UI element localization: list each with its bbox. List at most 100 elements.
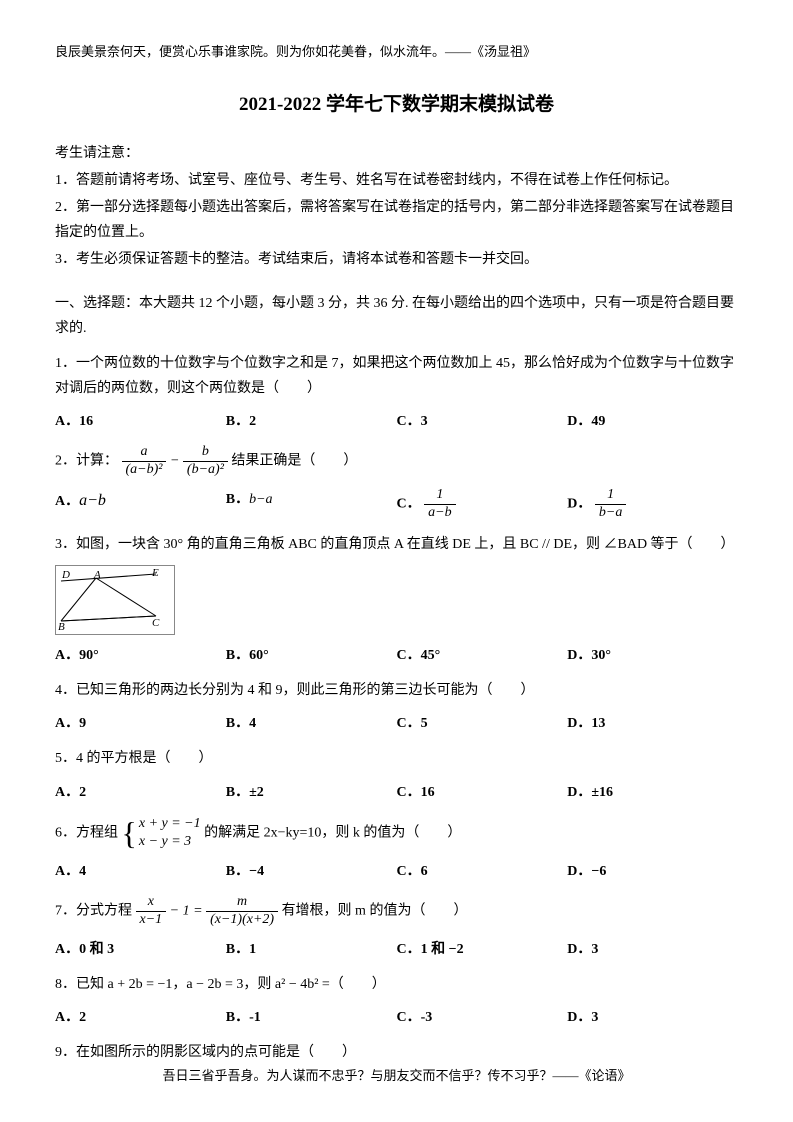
q7-frac1-num: x: [136, 894, 167, 912]
q1-c-label: C．3: [397, 414, 428, 429]
question-6-text: 6．方程组 { x + y = −1 x − y = 3 的解满足 2x−ky=…: [55, 815, 738, 851]
q8-option-d: D．3: [567, 1005, 738, 1030]
q2-d-frac: 1 b−a: [595, 487, 626, 522]
q2-option-c: C． 1 a−b: [397, 487, 568, 522]
notice-line-3: 3．考生必须保证答题卡的整洁。考试结束后，请将本试卷和答题卡一并交回。: [55, 247, 738, 272]
q5-option-b: B．±2: [226, 780, 397, 805]
notice-heading: 考生请注意：: [55, 141, 738, 166]
q7-frac-2: m (x−1)(x+2): [206, 894, 278, 929]
q6-b-label: B．−4: [226, 864, 264, 879]
section-1-heading: 一、选择题：本大题共 12 个小题，每小题 3 分，共 36 分. 在每小题给出…: [55, 291, 738, 341]
q2-option-d: D． 1 b−a: [567, 487, 738, 522]
q5-option-d: D．±16: [567, 780, 738, 805]
q7-frac1-den: x−1: [136, 912, 167, 929]
question-7-options: A．0 和 3 B．1 C．1 和 −2 D．3: [55, 937, 738, 962]
q7-option-b: B．1: [226, 937, 397, 962]
q2-c-frac: 1 a−b: [424, 487, 455, 522]
q7-frac2-den: (x−1)(x+2): [206, 912, 278, 929]
q6-row1: x + y = −1: [139, 815, 201, 833]
q4-d-label: D．13: [567, 716, 605, 731]
q2-frac-2: b (b−a)²: [183, 444, 228, 479]
q5-option-a: A．2: [55, 780, 226, 805]
q2-minus: −: [170, 454, 179, 469]
q3-c-label: C．45°: [397, 648, 441, 663]
question-8-options: A．2 B．-1 C．-3 D．3: [55, 1005, 738, 1030]
q2-d-label: D．: [567, 497, 591, 512]
q6-suffix: 的解满足 2x−ky=10，则 k 的值为（ ）: [204, 825, 461, 840]
q3-a-label: A．90°: [55, 648, 99, 663]
page-title: 2021-2022 学年七下数学期末模拟试卷: [55, 88, 738, 122]
question-3-text: 3．如图，一块含 30° 角的直角三角板 ABC 的直角顶点 A 在直线 DE …: [55, 532, 738, 557]
question-2-options: A．a−b B．b−a C． 1 a−b D． 1 b−a: [55, 487, 738, 522]
q6-system: { x + y = −1 x − y = 3: [122, 815, 201, 851]
q8-option-c: C．-3: [397, 1005, 568, 1030]
q2-c-den: a−b: [424, 505, 455, 522]
question-8-text: 8．已知 a + 2b = −1，a − 2b = 3，则 a² − 4b² =…: [55, 972, 738, 997]
q7-d-label: D．3: [567, 942, 598, 957]
question-6-options: A．4 B．−4 C．6 D．−6: [55, 859, 738, 884]
question-7-text: 7．分式方程 x x−1 − 1 = m (x−1)(x+2) 有增根，则 m …: [55, 894, 738, 929]
q2-b-label: B．: [226, 492, 249, 507]
q6-a-label: A．4: [55, 864, 86, 879]
q1-d-label: D．49: [567, 414, 605, 429]
q7-option-c: C．1 和 −2: [397, 937, 568, 962]
q1-option-b: B．2: [226, 409, 397, 434]
q2-option-a: A．a−b: [55, 487, 226, 522]
question-3-options: A．90° B．60° C．45° D．30°: [55, 643, 738, 668]
fig-label-a: A: [94, 566, 101, 586]
q8-option-b: B．-1: [226, 1005, 397, 1030]
q4-option-a: A．9: [55, 711, 226, 736]
q3-option-d: D．30°: [567, 643, 738, 668]
q2-option-b: B．b−a: [226, 487, 397, 522]
q6-d-label: D．−6: [567, 864, 606, 879]
q5-a-label: A．2: [55, 785, 86, 800]
q8-c-label: C．-3: [397, 1010, 433, 1025]
question-4-text: 4．已知三角形的两边长分别为 4 和 9，则此三角形的第三边长可能为（ ）: [55, 678, 738, 703]
q3-option-b: B．60°: [226, 643, 397, 668]
question-1-options: A．16 B．2 C．3 D．49: [55, 409, 738, 434]
q7-suffix: 有增根，则 m 的值为（ ）: [282, 904, 468, 919]
fig-label-d: D: [62, 566, 70, 586]
q4-a-label: A．9: [55, 716, 86, 731]
q6-option-c: C．6: [397, 859, 568, 884]
q6-prefix: 6．方程组: [55, 825, 118, 840]
q6-rows: x + y = −1 x − y = 3: [139, 815, 201, 851]
question-4-options: A．9 B．4 C．5 D．13: [55, 711, 738, 736]
q2-frac2-num: b: [183, 444, 228, 462]
q5-option-c: C．16: [397, 780, 568, 805]
q2-a-label: A．: [55, 494, 79, 509]
question-5-options: A．2 B．±2 C．16 D．±16: [55, 780, 738, 805]
q2-prefix: 2．计算：: [55, 454, 118, 469]
q2-c-label: C．: [397, 497, 421, 512]
q3-b-label: B．60°: [226, 648, 269, 663]
q5-b-label: B．±2: [226, 785, 264, 800]
q6-option-b: B．−4: [226, 859, 397, 884]
q7-frac-1: x x−1: [136, 894, 167, 929]
q2-d-den: b−a: [595, 505, 626, 522]
q7-option-a: A．0 和 3: [55, 937, 226, 962]
notice-line-2: 2．第一部分选择题每小题选出答案后，需将答案写在试卷指定的括号内，第二部分非选择…: [55, 195, 738, 245]
q2-c-num: 1: [424, 487, 455, 505]
q3-d-label: D．30°: [567, 648, 611, 663]
q6-option-a: A．4: [55, 859, 226, 884]
q2-b-expr: b−a: [249, 492, 272, 507]
q2-suffix: 结果正确是（ ）: [231, 454, 357, 469]
q6-option-d: D．−6: [567, 859, 738, 884]
q8-option-a: A．2: [55, 1005, 226, 1030]
q8-d-label: D．3: [567, 1010, 598, 1025]
q6-row2: x − y = 3: [139, 833, 201, 851]
q7-a-label: A．0 和 3: [55, 942, 114, 957]
q7-c-label: C．1 和 −2: [397, 942, 464, 957]
q2-frac1-num: a: [122, 444, 167, 462]
question-9-text: 9．在如图所示的阴影区域内的点可能是（ ）: [55, 1040, 738, 1065]
q5-c-label: C．16: [397, 785, 435, 800]
q7-b-label: B．1: [226, 942, 256, 957]
q7-option-d: D．3: [567, 937, 738, 962]
q1-a-label: A．16: [55, 414, 93, 429]
q2-a-expr: a−b: [79, 492, 106, 509]
q1-b-label: B．2: [226, 414, 256, 429]
q5-d-label: D．±16: [567, 785, 613, 800]
q3-option-a: A．90°: [55, 643, 226, 668]
brace-icon: {: [122, 817, 137, 849]
q2-frac1-den: (a−b)²: [122, 462, 167, 479]
